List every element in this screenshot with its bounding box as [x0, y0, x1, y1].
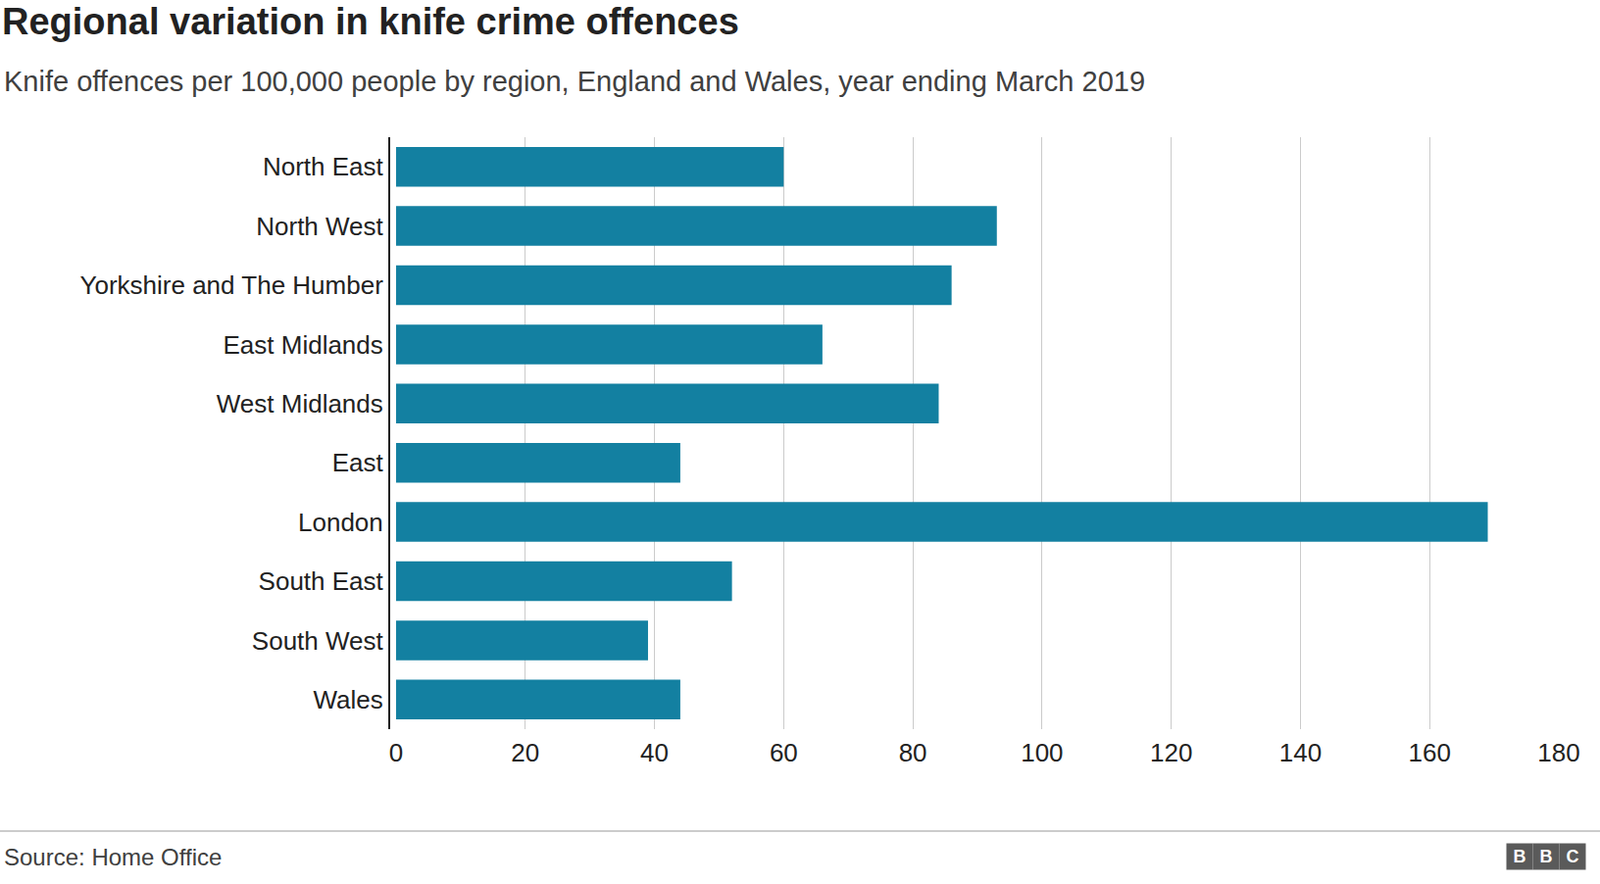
- svg-text:Yorkshire and The Humber: Yorkshire and The Humber: [80, 270, 385, 300]
- svg-text:100: 100: [1020, 738, 1063, 768]
- svg-text:20: 20: [510, 738, 540, 768]
- svg-text:North West: North West: [255, 211, 384, 242]
- svg-text:Regional variation in knife cr: Regional variation in knife crime offenc…: [1, 0, 740, 43]
- svg-text:North East: North East: [262, 151, 385, 182]
- svg-text:140: 140: [1279, 738, 1322, 768]
- svg-text:B: B: [1513, 847, 1527, 867]
- svg-text:40: 40: [640, 738, 669, 768]
- svg-text:East Midlands: East Midlands: [222, 330, 383, 360]
- svg-text:East: East: [332, 448, 385, 478]
- svg-text:London: London: [298, 507, 384, 538]
- svg-text:180: 180: [1537, 738, 1580, 768]
- svg-text:Wales: Wales: [313, 685, 384, 715]
- svg-text:80: 80: [899, 738, 928, 768]
- svg-text:120: 120: [1150, 738, 1193, 768]
- svg-text:South West: South West: [251, 626, 385, 656]
- svg-text:Knife offences per 100,000 peo: Knife offences per 100,000 people by reg…: [3, 65, 1146, 98]
- svg-text:60: 60: [769, 738, 799, 768]
- svg-text:West Midlands: West Midlands: [216, 389, 384, 419]
- svg-text:160: 160: [1408, 738, 1451, 768]
- svg-text:0: 0: [389, 738, 403, 768]
- svg-text:South East: South East: [258, 566, 385, 597]
- svg-text:B: B: [1540, 847, 1553, 867]
- svg-text:Source: Home Office: Source: Home Office: [3, 844, 222, 871]
- svg-text:C: C: [1566, 847, 1580, 867]
